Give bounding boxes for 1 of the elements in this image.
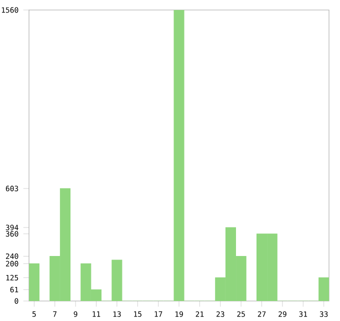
bar [29,263,40,301]
